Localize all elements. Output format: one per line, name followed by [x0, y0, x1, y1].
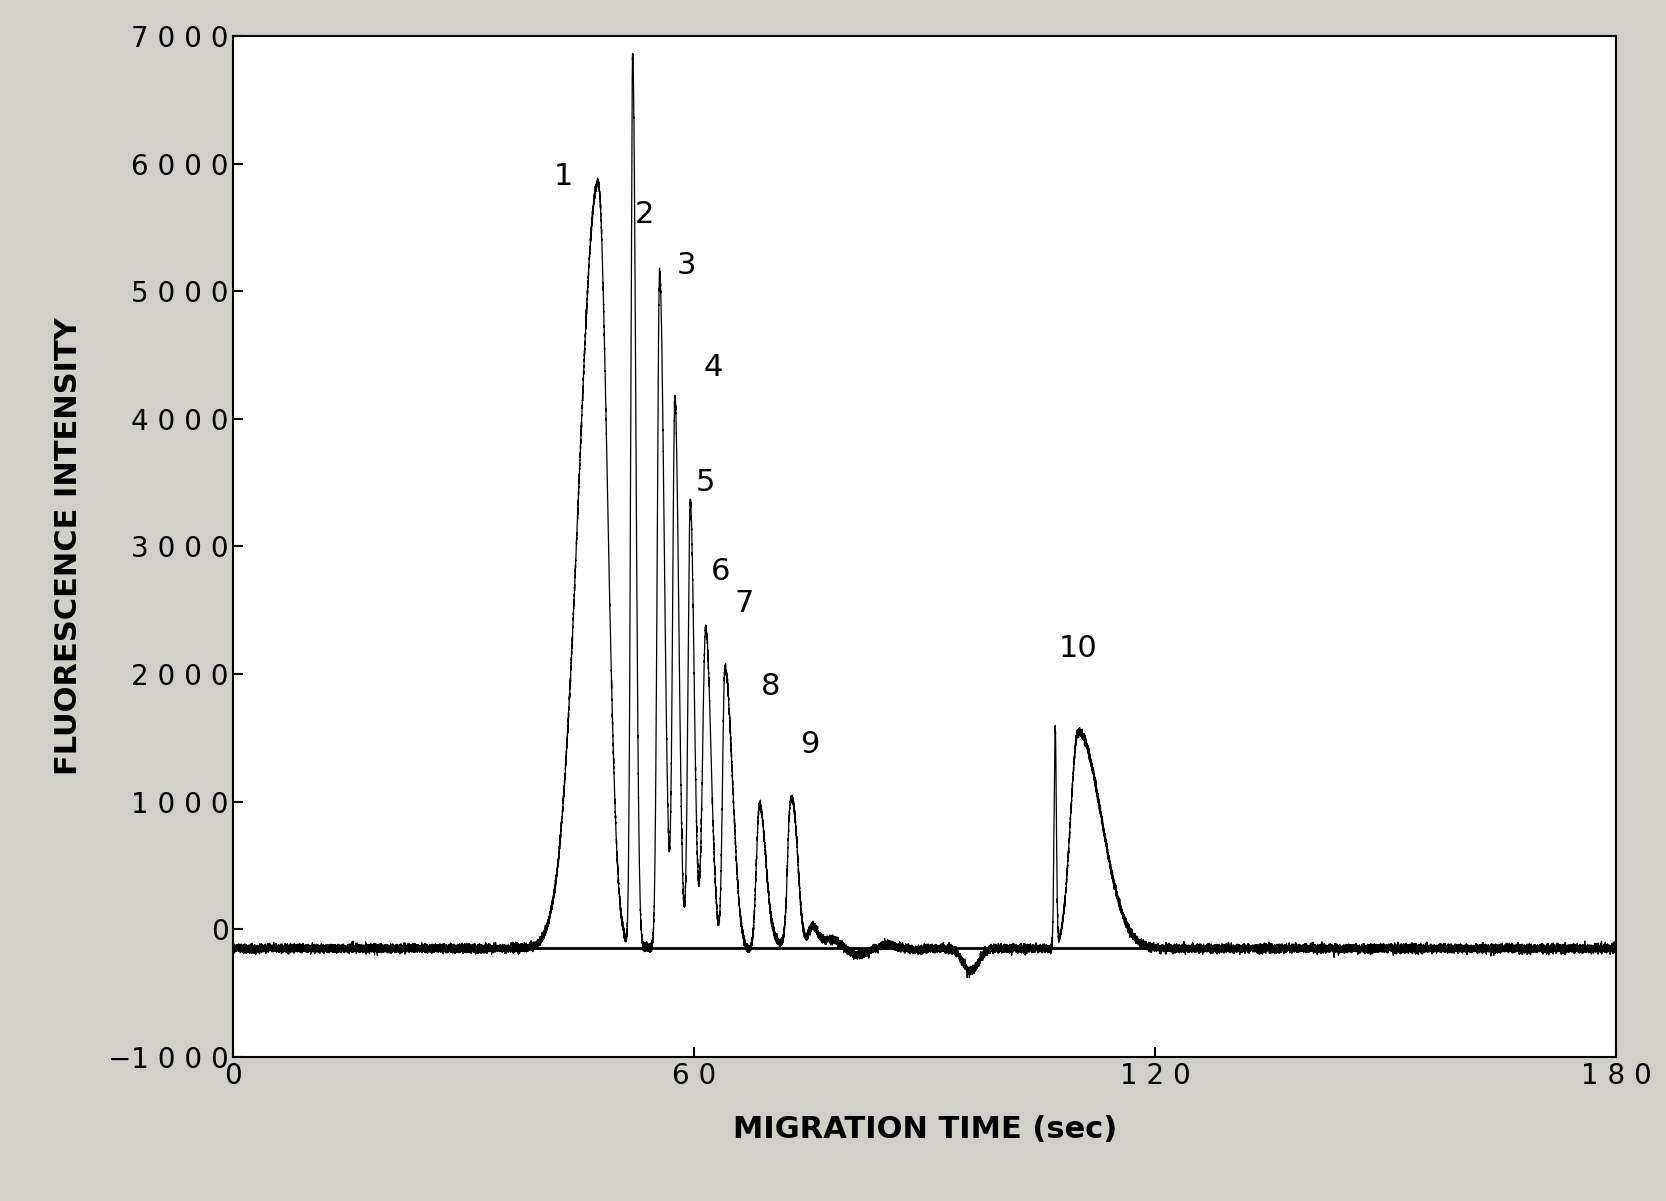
Text: 2: 2 [635, 201, 655, 229]
Text: 10: 10 [1060, 634, 1098, 663]
Text: 4: 4 [703, 353, 723, 382]
X-axis label: MIGRATION TIME (sec): MIGRATION TIME (sec) [733, 1115, 1116, 1143]
Text: 6: 6 [711, 557, 731, 586]
Text: 7: 7 [735, 590, 753, 619]
Text: 9: 9 [800, 730, 820, 759]
Text: 8: 8 [761, 673, 781, 701]
Text: 1: 1 [553, 162, 573, 191]
Text: 3: 3 [676, 251, 696, 280]
Text: 5: 5 [696, 468, 715, 497]
Y-axis label: FLUORESCENCE INTENSITY: FLUORESCENCE INTENSITY [53, 317, 83, 776]
